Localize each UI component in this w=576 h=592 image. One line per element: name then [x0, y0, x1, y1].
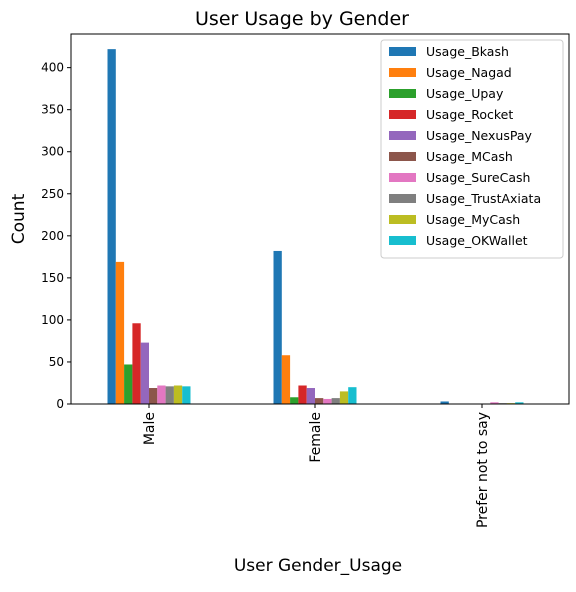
y-tick-label: 0 [56, 397, 64, 411]
bar [490, 402, 499, 404]
legend: Usage_Bkash Usage_Nagad Usage_Upay Usage_Ro… [380, 39, 564, 259]
legend-swatch [389, 89, 416, 98]
y-tick-label: 250 [41, 187, 64, 201]
chart-title: User Usage by Gender [195, 8, 409, 30]
legend-entry-label: Usage_MCash [426, 149, 513, 164]
x-category-label: Prefer not to say [475, 412, 491, 528]
legend-swatch [389, 110, 416, 119]
y-axis: 0 50 100 150 200 250 300 350 400 [41, 61, 71, 411]
plot-frame [70, 33, 570, 405]
legend-swatch [389, 215, 416, 224]
bar [107, 49, 116, 404]
bar [273, 250, 282, 404]
bar [140, 342, 149, 404]
bar [281, 355, 291, 404]
y-tick-label: 100 [41, 313, 64, 327]
y-tick-label: 300 [41, 145, 64, 159]
legend-entry-label: Usage_SureCash [426, 170, 530, 185]
legend-entry-label: Usage_Nagad [426, 65, 512, 80]
bar [165, 386, 174, 404]
bar [339, 391, 349, 404]
bar [115, 261, 125, 404]
legend-swatch [389, 194, 416, 203]
legend-swatch [389, 152, 416, 161]
legend-swatch [389, 236, 416, 245]
bar [298, 385, 307, 404]
y-axis-title: Count [9, 193, 29, 244]
y-tick-label: 200 [41, 229, 64, 243]
x-category-label: Male [142, 412, 158, 445]
bar [182, 386, 191, 404]
bar [157, 385, 166, 404]
legend-entry-label: Usage_MyCash [426, 212, 520, 227]
legend-entry-label: Usage_Rocket [426, 107, 513, 122]
bar [440, 401, 449, 404]
bars-layer [107, 49, 524, 404]
bar [173, 385, 183, 404]
x-category-label: Female [308, 412, 324, 463]
bar [306, 388, 315, 404]
bar [132, 323, 141, 404]
legend-entry-label: Usage_NexusPay [426, 128, 532, 143]
bar [331, 398, 340, 404]
bar [124, 364, 133, 404]
legend-swatch [389, 131, 416, 140]
bar [315, 398, 324, 404]
legend-frame [380, 39, 564, 259]
bar [290, 397, 299, 404]
x-axis: Male Female Prefer not to say [142, 404, 491, 528]
x-axis-title: User Gender_Usage [234, 556, 402, 576]
y-tick-label: 350 [41, 103, 64, 117]
legend-swatch [389, 173, 416, 182]
legend-swatch [389, 68, 416, 77]
bar [149, 388, 158, 404]
legend-entry-label: Usage_TrustAxiata [426, 191, 541, 206]
y-tick-label: 400 [41, 61, 64, 75]
legend-swatch [389, 47, 416, 56]
bar [348, 387, 357, 404]
legend-entry-label: Usage_OKWallet [426, 233, 528, 248]
legend-entry-label: Usage_Bkash [426, 44, 509, 59]
y-tick-label: 50 [49, 355, 64, 369]
y-tick-label: 150 [41, 271, 64, 285]
legend-entry-label: Usage_Upay [426, 86, 504, 101]
bar [323, 398, 332, 404]
bar [515, 402, 524, 404]
